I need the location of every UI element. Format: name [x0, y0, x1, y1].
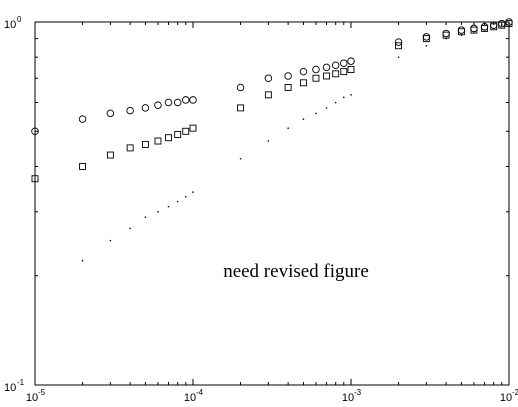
square-point [141, 140, 149, 148]
square-point [182, 127, 190, 135]
x-tick-label: 10 [342, 392, 354, 404]
square-point [299, 79, 307, 87]
square-point [31, 175, 39, 183]
dot-point [508, 22, 510, 25]
plot-frame [34, 21, 510, 386]
circle-point [394, 38, 403, 46]
y-tick-exponent: -1 [17, 378, 25, 387]
dot-point [157, 211, 159, 213]
square-point [395, 42, 403, 50]
y-tick-label: 10 [4, 382, 16, 394]
square-point [340, 68, 348, 76]
dot-point [460, 34, 463, 36]
circle-point [141, 104, 150, 112]
circle-point [347, 57, 355, 65]
circle-point [457, 26, 466, 34]
square-point [422, 35, 430, 43]
circle-point [78, 115, 87, 123]
circle-point [173, 98, 182, 107]
circle-point [470, 24, 478, 33]
dot-point [129, 227, 131, 230]
circle-point [299, 67, 308, 76]
x-tick-label: 10 [26, 392, 38, 404]
dot-point [109, 239, 112, 242]
dot-point [397, 56, 400, 58]
square-point [284, 84, 292, 91]
dot-point [334, 101, 337, 104]
circle-point [189, 96, 197, 104]
circle-point [182, 96, 190, 104]
square-point [347, 66, 355, 73]
x-tick-exponent: -5 [38, 388, 46, 397]
axis-ticks [34, 22, 509, 386]
dot-point [445, 37, 447, 40]
circle-point [442, 29, 450, 38]
dot-point [239, 157, 242, 160]
square-point [165, 134, 172, 142]
square-point [442, 31, 450, 39]
dot-point [184, 195, 187, 198]
circle-point [322, 63, 331, 72]
dot-point [302, 118, 305, 120]
square-point [470, 26, 478, 34]
chart-annotation: need revised figure [223, 261, 369, 282]
dot-point [287, 127, 289, 129]
data-points [31, 18, 513, 262]
square-point [189, 124, 197, 132]
dot-point [483, 29, 486, 31]
dot-point [267, 140, 270, 142]
square-point [237, 104, 245, 112]
dot-point [342, 96, 345, 99]
dot-point [325, 107, 328, 109]
square-point [457, 28, 465, 36]
y-tick-label: 10 [4, 19, 16, 31]
square-point [498, 21, 506, 29]
plot-axes [34, 21, 510, 386]
circle-point [331, 61, 340, 70]
square-point [264, 91, 272, 99]
x-tick-label: 10 [184, 392, 196, 404]
circle-point [164, 98, 173, 107]
x-tick-label: 10 [500, 392, 512, 404]
circle-point [106, 109, 115, 118]
circle-point [284, 72, 292, 80]
circle-point [422, 33, 431, 41]
circle-point [264, 74, 273, 82]
circle-point [154, 101, 162, 109]
dot-point [473, 30, 475, 33]
square-point [481, 24, 488, 32]
square-point [505, 20, 513, 28]
square-point [332, 70, 340, 78]
x-tick-exponent: -4 [196, 388, 204, 397]
dot-point [176, 200, 179, 203]
square-point [126, 144, 134, 152]
x-tick-exponent: -3 [354, 388, 362, 397]
dot-point [167, 205, 170, 208]
square-point [154, 137, 162, 145]
dot-point [500, 24, 503, 26]
square-point [490, 23, 498, 31]
square-point [312, 74, 320, 82]
dot-point [425, 44, 428, 47]
square-point [106, 151, 114, 159]
dot-point [492, 27, 495, 30]
dot-point [144, 216, 147, 218]
circle-point [312, 65, 320, 74]
circle-point [31, 127, 39, 136]
square-point [323, 72, 330, 80]
dot-point [81, 259, 84, 262]
x-tick-exponent: -2 [512, 388, 518, 397]
dot-point [350, 94, 352, 96]
y-tick-exponent: 0 [17, 15, 22, 24]
square-point [174, 131, 182, 138]
circle-point [126, 106, 134, 115]
dot-point [315, 112, 317, 115]
circle-point [340, 59, 348, 67]
dot-point [192, 191, 194, 193]
circle-point [236, 83, 245, 92]
square-point [79, 163, 87, 170]
